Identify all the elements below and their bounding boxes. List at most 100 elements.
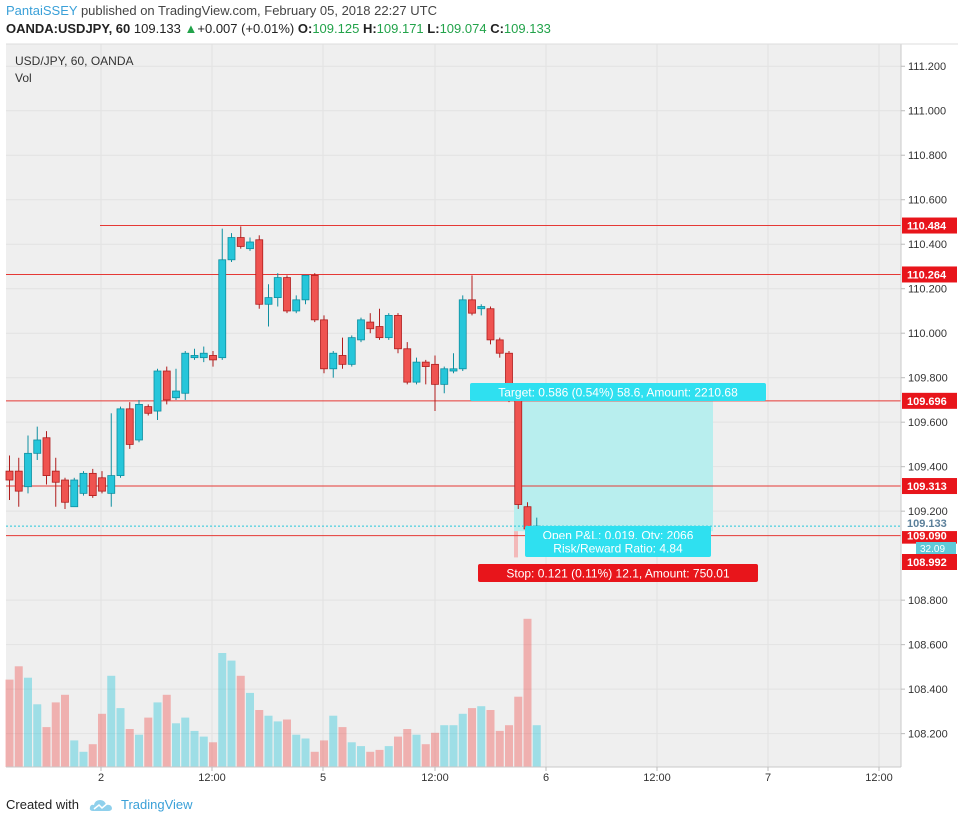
candle-body [458, 299, 467, 370]
close-value: 109.133 [503, 21, 551, 36]
x-tick-label: 6 [543, 772, 549, 784]
candle-body [412, 361, 421, 383]
candle-body [320, 319, 328, 370]
candlesticks [5, 226, 541, 540]
volume-bar [468, 708, 476, 767]
volume-bar [320, 740, 328, 767]
risk-reward-label-bg [525, 539, 711, 557]
candle-body [107, 475, 116, 494]
open-value: 109.125 [312, 21, 360, 36]
candle-body [366, 321, 375, 330]
candle-body [255, 239, 264, 305]
y-tick-label: 110.000 [908, 328, 947, 340]
candle-body [394, 315, 402, 350]
current-price-axis-label-bg [902, 515, 957, 532]
position-labels[interactable]: Target: 0.586 (0.54%) 58.6, Amount: 2210… [470, 383, 766, 582]
level-axis-label-bg [902, 392, 957, 409]
candle-body [440, 368, 449, 385]
volume-bar [449, 725, 458, 767]
candle-body [236, 237, 245, 247]
candle-body [144, 406, 153, 414]
candle-body [357, 319, 365, 341]
candle-body [486, 308, 495, 341]
price-axis-labels: 110.484 110.264 109.696 109.313 109.090109.1… [902, 217, 957, 570]
volume-legend: Vol [15, 71, 32, 85]
volume-bar [440, 725, 449, 767]
tradingview-link[interactable]: TradingView [120, 797, 193, 812]
published-text: published on TradingView.com, February 0… [80, 3, 437, 18]
volume-bar [458, 713, 467, 767]
volume-bar [24, 677, 32, 767]
level-axis-label: 109.313 [907, 481, 947, 493]
volume-bar [209, 742, 217, 767]
time-axis-ticks: 2 12:00 5 12:00 6 12:00 7 12:00 [98, 767, 893, 784]
chart-legend-title: USD/JPY, 60, OANDA [15, 54, 134, 68]
quote-bar: OANDA:USDJPY, 60 109.133 ▲+0.007 (+0.01%… [6, 21, 551, 36]
level-axis-label: 110.264 [907, 269, 947, 281]
volume-bar [70, 740, 79, 767]
target-label-bg [470, 383, 766, 401]
low-value: 109.074 [439, 21, 487, 36]
level-axis-label: 110.484 [907, 221, 947, 233]
candle-body [375, 326, 384, 339]
volume-bar [181, 717, 190, 767]
tradingview-logo-icon [89, 799, 112, 811]
volume-bar [14, 666, 23, 767]
candle-body [190, 355, 199, 359]
x-tick-label: 12:00 [421, 772, 449, 784]
high-value: 109.171 [376, 21, 424, 36]
volume-bar [144, 717, 153, 767]
stop-price-axis-label-bg [902, 554, 957, 570]
volume-bar [42, 727, 51, 767]
footer: Created with TradingView [6, 797, 193, 812]
y-tick-label: 111.000 [908, 106, 946, 118]
candle-body [421, 361, 430, 367]
candle-body [125, 408, 134, 445]
volume-bar [116, 708, 125, 767]
volume-bar [329, 715, 338, 767]
y-tick-label: 108.800 [908, 595, 948, 607]
candle-body [218, 259, 227, 359]
candle-body [33, 439, 42, 454]
candle-body [403, 348, 412, 383]
candle-body [172, 390, 180, 399]
close-label: C: [490, 21, 504, 36]
candle-body [88, 472, 97, 496]
volume-bar [477, 706, 486, 767]
volume-bar [366, 751, 375, 767]
volume-bar [347, 742, 356, 767]
x-tick-label: 7 [765, 772, 771, 784]
volume-bar [162, 694, 171, 767]
volume-bar [33, 704, 42, 767]
candle-body [273, 277, 282, 299]
created-with-text: Created with [6, 797, 79, 812]
target-label: Target: 0.586 (0.54%) 58.6, Amount: 2210… [498, 386, 738, 400]
candle-body [468, 299, 476, 314]
volume-bar [172, 723, 180, 767]
volume-bar [495, 730, 504, 767]
author-link[interactable]: PantaiSSEY [6, 3, 78, 18]
volume-bar [310, 751, 319, 767]
volume-bar [153, 702, 162, 767]
candle-body [116, 408, 125, 476]
candle-body [98, 477, 106, 492]
candle-body [181, 352, 190, 394]
candle-body [79, 472, 88, 494]
volume-bar [486, 710, 495, 767]
volume-bar [199, 736, 208, 767]
candle-body [70, 479, 79, 508]
high-label: H: [362, 21, 377, 36]
candle-body [347, 337, 356, 365]
volume-bar [273, 721, 282, 767]
y-tick-label: 108.200 [908, 729, 948, 741]
candle-body [24, 452, 32, 488]
candle-body [431, 363, 439, 385]
candle-body [199, 352, 208, 359]
y-tick-label: 108.600 [908, 640, 948, 652]
level-axis-label: 109.696 [907, 396, 947, 408]
candle-body [477, 306, 486, 310]
y-tick-label: 109.600 [908, 417, 948, 429]
x-tick-label: 12:00 [643, 772, 671, 784]
position-zones [514, 400, 713, 558]
